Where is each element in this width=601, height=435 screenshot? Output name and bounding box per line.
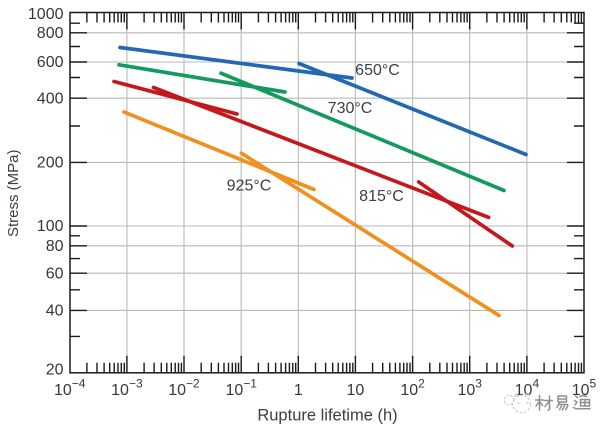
- svg-text:Stress (MPa): Stress (MPa): [5, 150, 22, 238]
- svg-text:40: 40: [46, 303, 64, 320]
- svg-text:1: 1: [294, 382, 303, 399]
- svg-text:200: 200: [37, 155, 64, 172]
- svg-text:Rupture lifetime (h): Rupture lifetime (h): [257, 407, 397, 425]
- svg-text:815°C: 815°C: [359, 188, 404, 205]
- svg-text:1000: 1000: [28, 6, 64, 23]
- svg-text:925°C: 925°C: [227, 178, 272, 195]
- svg-text:10: 10: [347, 382, 365, 399]
- svg-text:650°C: 650°C: [355, 62, 400, 79]
- svg-text:20: 20: [46, 362, 64, 379]
- svg-text:80: 80: [46, 238, 64, 255]
- svg-text:60: 60: [46, 265, 64, 282]
- svg-text:100: 100: [37, 218, 64, 235]
- svg-text:730°C: 730°C: [328, 100, 373, 117]
- svg-text:800: 800: [37, 25, 64, 42]
- svg-text:400: 400: [37, 90, 64, 107]
- svg-text:600: 600: [37, 54, 64, 71]
